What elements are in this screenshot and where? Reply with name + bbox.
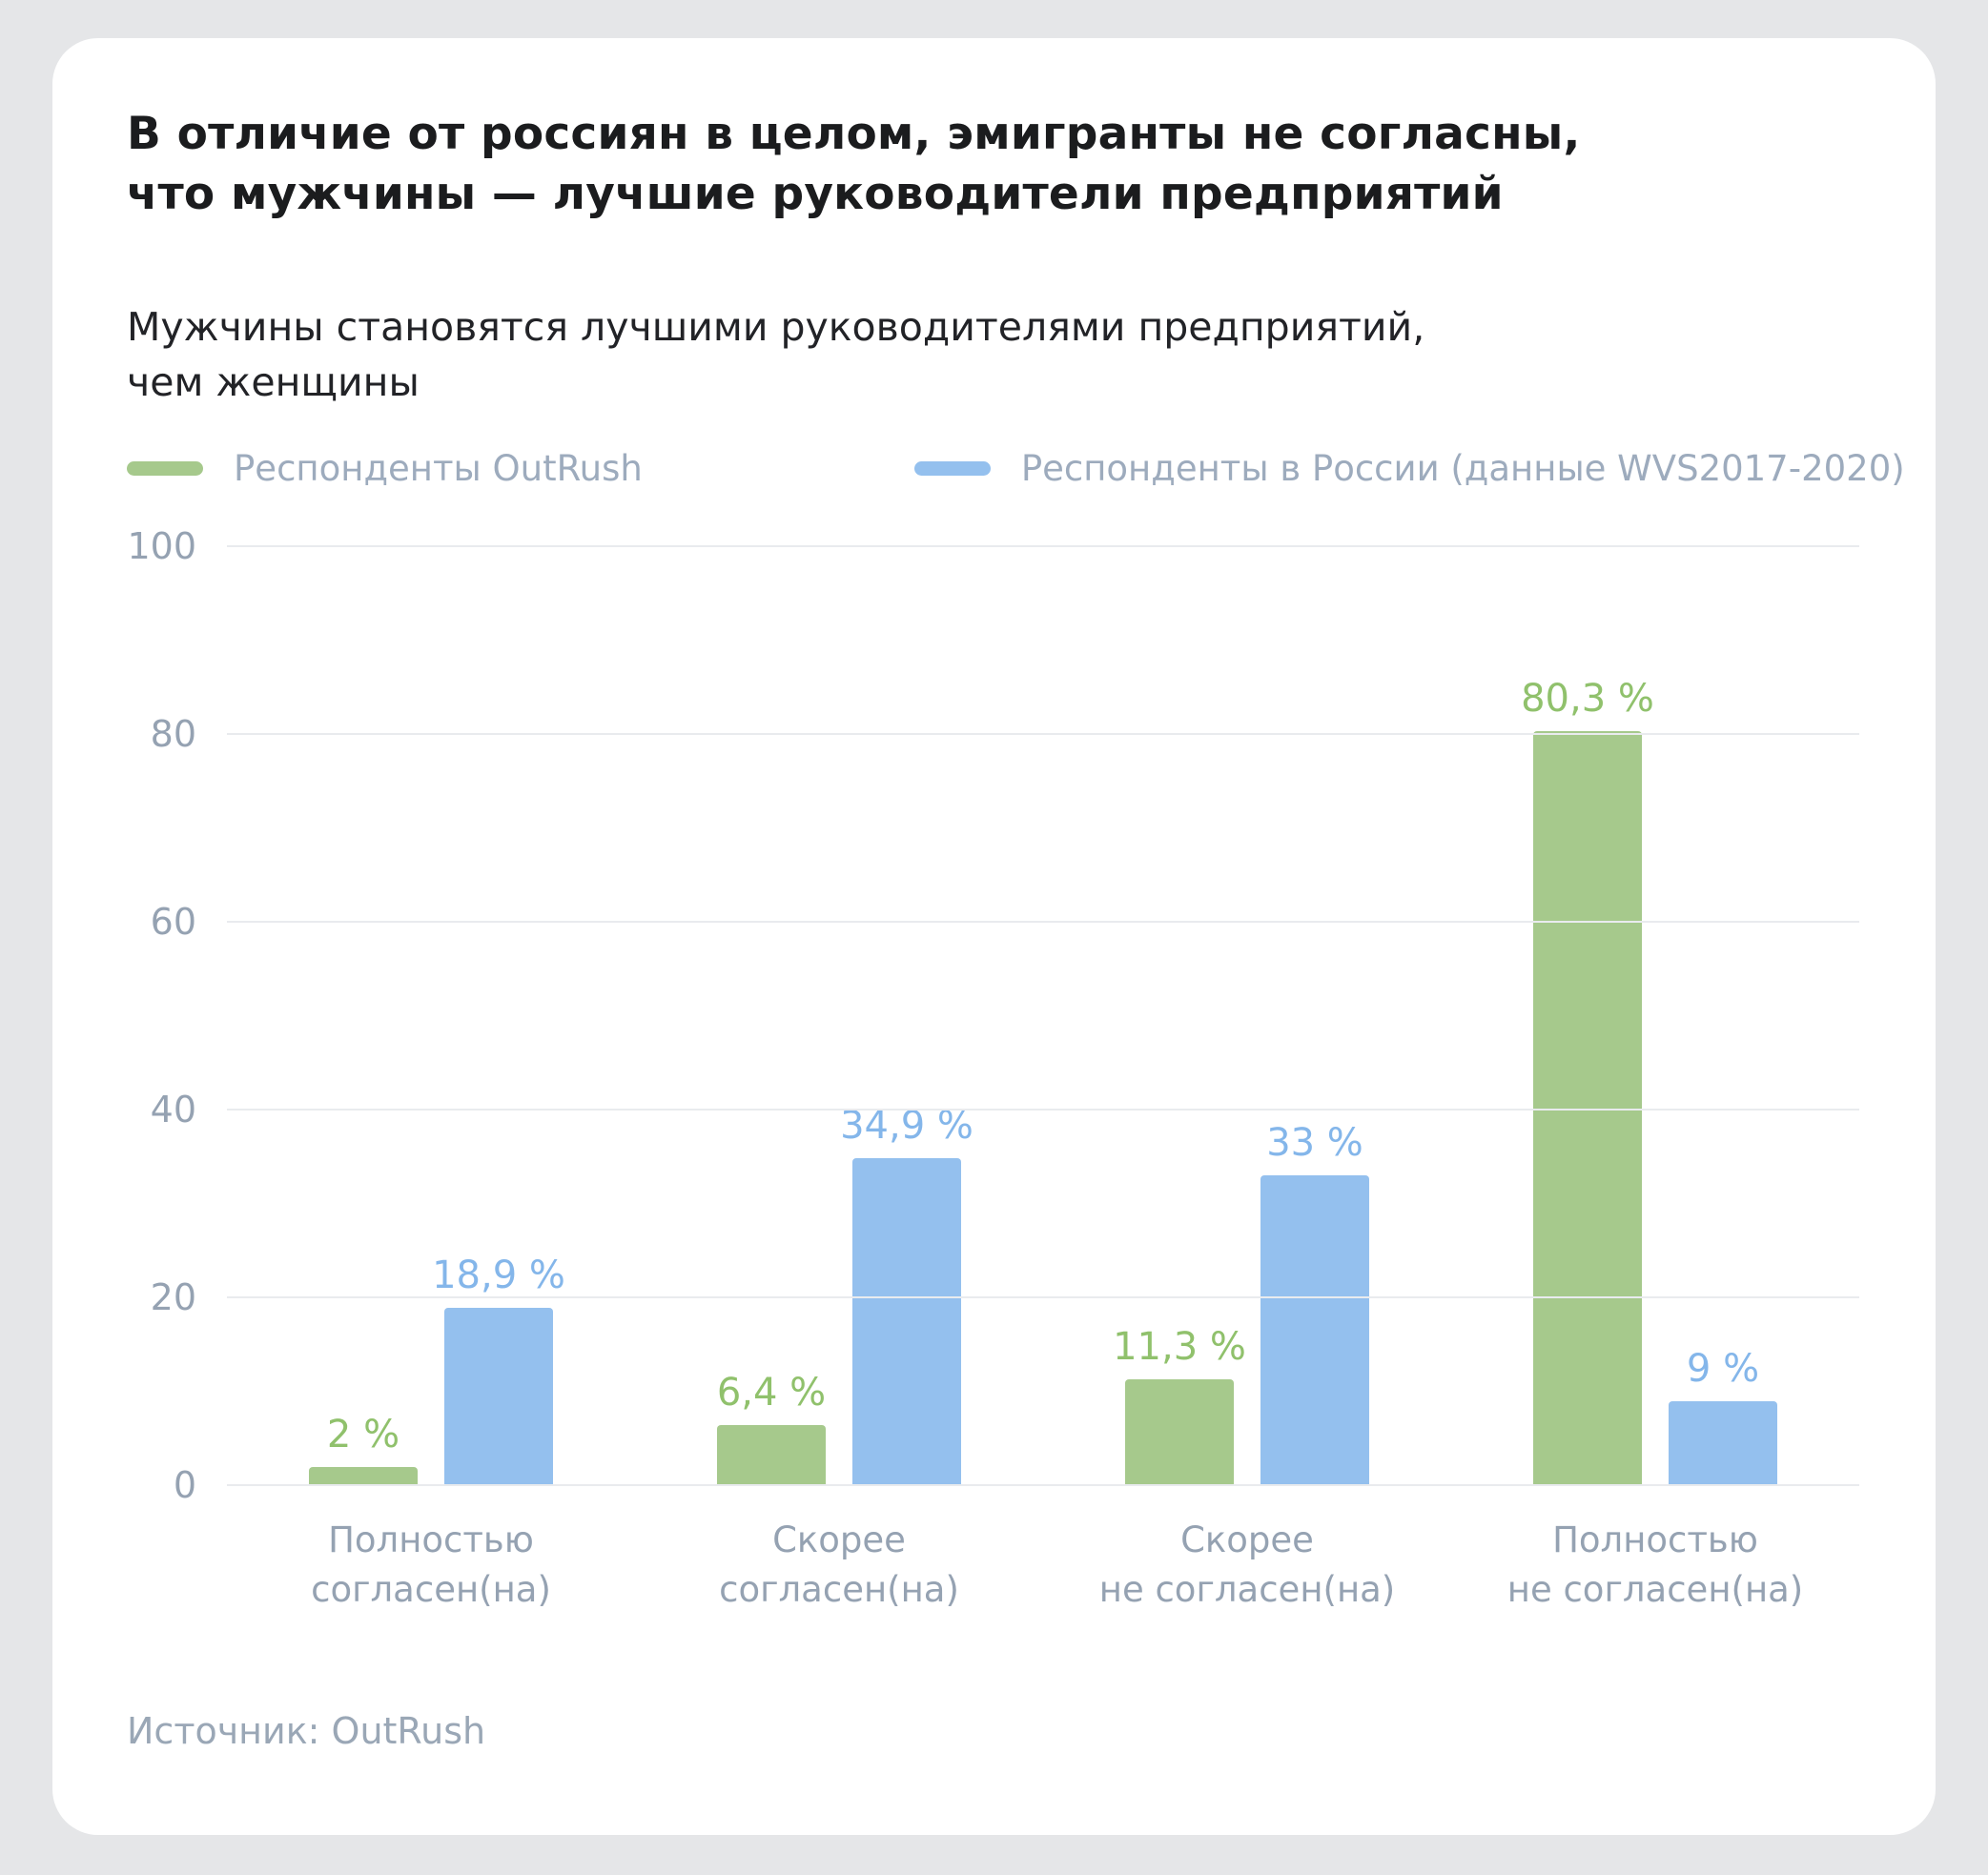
x-axis-category-label: Полностью согласен(на): [311, 1519, 551, 1611]
legend: Респонденты OutRush Респонденты в России…: [127, 448, 1905, 489]
bar-outrush: 11,3 %: [1113, 1328, 1246, 1486]
bar-value-label: 2 %: [326, 1412, 400, 1457]
y-axis-tick-label: 80: [150, 713, 196, 756]
legend-label: Респонденты в России (данные WVS2017-202…: [1020, 448, 1905, 490]
chart-subtitle: Мужчины становятся лучшими руководителям…: [127, 303, 1425, 406]
x-axis-labels: Полностью согласен(на) Скорее согласен(на…: [227, 1516, 1859, 1615]
chart-title: В отличие от россиян в целом, эмигранты …: [127, 108, 1581, 220]
source-note: Источник: OutRush: [127, 1709, 486, 1752]
bar-outrush: 2 %: [309, 1416, 418, 1486]
bar-group: 6,4 % 34,9 %: [635, 546, 1043, 1486]
bar-russia: 9 %: [1669, 1350, 1777, 1486]
y-axis-tick-label: 60: [150, 901, 196, 944]
bar-value-label: 33 %: [1266, 1121, 1363, 1166]
legend-item-outrush: Респонденты OutRush: [127, 448, 643, 489]
plot-area: 2 % 18,9 % 6,4 % 34,9 % 11,3 % 33 % 80,3 % 9 % …: [127, 528, 1859, 1503]
bar-russia: 34,9 %: [840, 1107, 974, 1486]
bar-value-label: 6,4 %: [716, 1371, 827, 1416]
chart-card: В отличие от россиян в целом, эмигранты …: [52, 38, 1936, 1835]
bar-russia: 18,9 %: [432, 1256, 565, 1486]
legend-swatch: [913, 461, 991, 477]
bar-group: 2 % 18,9 %: [227, 546, 635, 1486]
x-axis-category-label: Скорее не согласен(на): [1098, 1519, 1396, 1611]
gridline: [227, 921, 1859, 924]
bar-chart: 2 % 18,9 % 6,4 % 34,9 % 11,3 % 33 % 80,3 % 9 % …: [127, 528, 1859, 1615]
bar-value-label: 9 %: [1686, 1346, 1760, 1391]
gridline: [227, 733, 1859, 736]
gridline: [227, 1296, 1859, 1299]
y-axis-tick-label: 40: [150, 1089, 196, 1131]
gridline: [227, 1484, 1859, 1487]
y-axis-tick-label: 20: [150, 1276, 196, 1319]
y-axis-tick-label: 0: [173, 1464, 196, 1507]
bar-group: 11,3 % 33 %: [1043, 546, 1451, 1486]
bar-groups: 2 % 18,9 % 6,4 % 34,9 % 11,3 % 33 % 80,3 % 9 %: [227, 546, 1859, 1486]
bar-russia: 33 %: [1260, 1124, 1369, 1486]
bar-value-label: 34,9 %: [840, 1103, 974, 1148]
gridline: [227, 1109, 1859, 1111]
bar-outrush: 80,3 %: [1521, 680, 1654, 1486]
gridline: [227, 545, 1859, 548]
legend-item-russia: Респонденты в России (данные WVS2017-202…: [913, 448, 1905, 490]
bar-value-label: 11,3 %: [1113, 1325, 1246, 1370]
bar-outrush: 6,4 %: [717, 1374, 826, 1486]
x-axis-category-label: Полностью не согласен(на): [1506, 1519, 1804, 1611]
y-axis-tick-label: 100: [127, 525, 196, 568]
bar-value-label: 18,9 %: [432, 1253, 565, 1298]
legend-label: Респонденты OutRush: [234, 448, 643, 490]
bar-group: 80,3 % 9 %: [1451, 546, 1859, 1486]
legend-swatch: [127, 461, 203, 477]
x-axis-category-label: Скорее согласен(на): [719, 1519, 959, 1611]
bar-value-label: 80,3 %: [1521, 677, 1654, 722]
